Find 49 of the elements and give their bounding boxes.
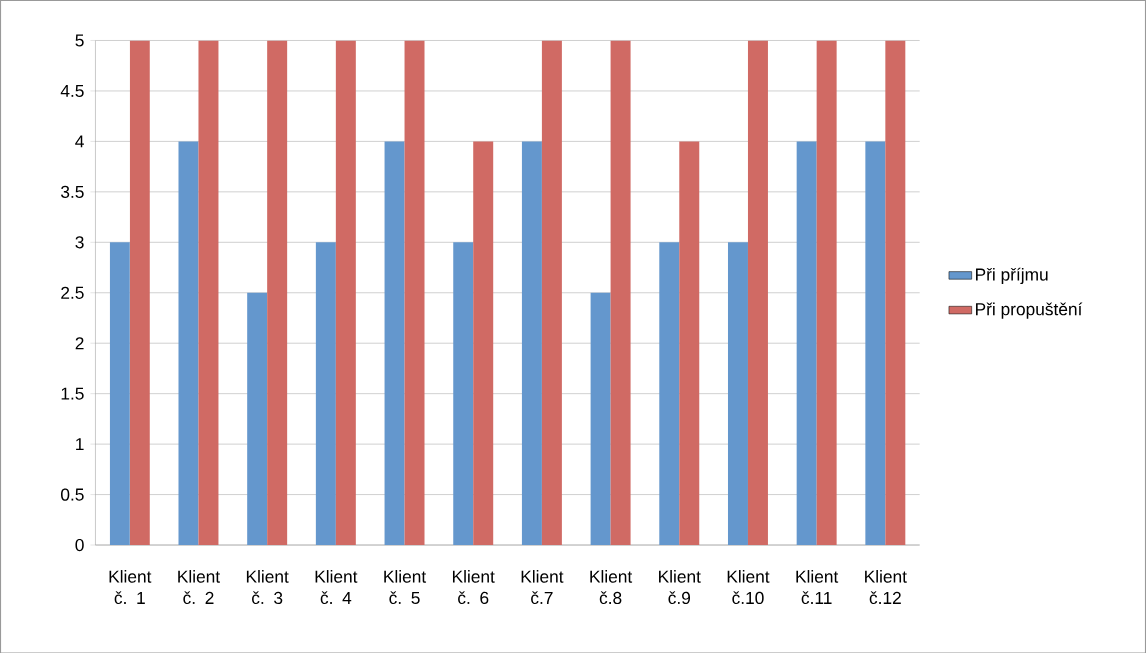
x-tick-label: Klient č.11: [796, 569, 839, 604]
bar: [679, 141, 700, 545]
y-tick-label: 3.5: [61, 185, 84, 198]
bar: [796, 141, 817, 545]
x-tick-label: Klient č. 6: [452, 569, 495, 604]
x-tick-label: Klient č. 2: [178, 569, 220, 604]
x-tick-label: Klient č. 3: [246, 569, 289, 604]
x-tick-label: Klient č. 5: [384, 569, 427, 604]
y-tick-label: 0: [75, 538, 84, 551]
bar: [267, 40, 288, 545]
x-tick-label: Klient č. 1: [109, 569, 152, 604]
bar: [384, 141, 405, 545]
bar: [521, 141, 542, 545]
bar: [541, 40, 562, 545]
bar: [247, 292, 268, 545]
y-tick-label: 4.5: [60, 84, 84, 97]
y-tick-label: 2: [75, 336, 84, 350]
bar: [315, 242, 336, 545]
bar: [335, 40, 356, 545]
bar: [590, 292, 611, 545]
bar: [473, 141, 494, 545]
x-tick-label: Klient č.12: [865, 569, 907, 604]
y-tick-label: 4: [75, 135, 84, 148]
bar: [610, 40, 631, 545]
x-tick-label: Klient č.10: [727, 569, 770, 604]
bar: [865, 141, 886, 545]
bar: [727, 242, 748, 545]
y-tick-label: 3: [75, 235, 84, 249]
legend-label: Při příjmu: [976, 267, 1048, 284]
y-tick-label: 1.5: [61, 387, 84, 400]
y-tick-label: 1: [76, 437, 84, 450]
bar: [885, 40, 906, 545]
bar: [453, 242, 474, 545]
bar: [816, 40, 837, 545]
x-tick-label: Klient č. 4: [315, 569, 358, 604]
bar: [747, 40, 768, 545]
x-tick-label: Klient č.7: [521, 569, 564, 604]
x-tick-label: Klient č.8: [590, 569, 633, 604]
bar: [659, 242, 680, 545]
y-tick-label: 2.5: [61, 286, 84, 299]
bar: [129, 40, 150, 545]
y-tick-label: 0.5: [61, 488, 84, 501]
legend-label: Při propuštění: [976, 302, 1083, 319]
bar: [198, 40, 219, 545]
bar: [404, 40, 425, 545]
y-tick-label: 5: [75, 34, 84, 47]
bar: [178, 141, 199, 545]
x-tick-label: Klient č.9: [659, 569, 701, 604]
bar: [109, 242, 130, 545]
